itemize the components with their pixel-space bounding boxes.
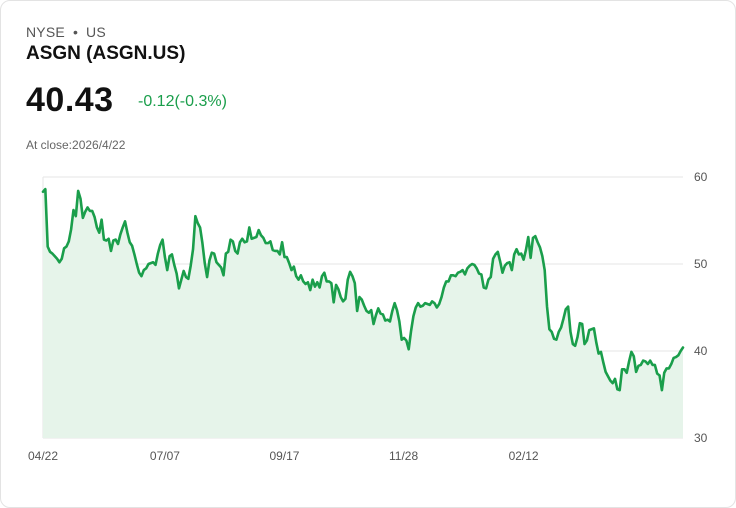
y-tick-label: 50 [694,257,708,271]
x-tick-label: 02/12 [509,449,539,463]
ticker-title: ASGN (ASGN.US) [26,43,186,64]
exchange-name: NYSE [26,24,65,40]
x-tick-label: 04/22 [28,449,58,463]
separator-dot: • [72,24,79,40]
x-tick-label: 07/07 [150,449,180,463]
last-price: 40.43 [26,81,114,119]
region: US [86,24,106,40]
price-change: -0.12(-0.3%) [138,93,227,110]
price-area-fill [43,189,683,438]
y-tick-label: 60 [694,170,708,184]
x-axis-ticks: 04/22 07/07 09/17 11/28 02/12 [28,449,539,463]
x-tick-label: 11/28 [389,449,418,463]
x-tick-label: 09/17 [269,449,299,463]
close-label: At close:2026/4/22 [26,138,126,152]
price-line[interactable] [41,187,685,392]
exchange-line: NYSE • US [26,24,106,40]
y-tick-label: 30 [694,431,708,445]
y-axis-ticks: 60 50 40 30 [694,170,708,445]
y-tick-label: 40 [694,344,708,358]
